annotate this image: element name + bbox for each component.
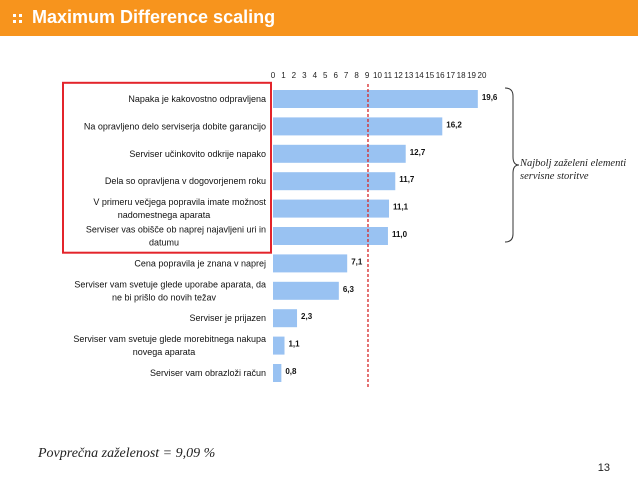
x-tick-label: 0	[271, 71, 276, 80]
x-tick-label: 18	[457, 71, 466, 80]
value-label: 11,7	[399, 175, 415, 184]
category-label: Serviser vam svetuje glede morebitnega n…	[73, 334, 266, 344]
value-label: 2,3	[301, 312, 313, 321]
x-tick-label: 11	[384, 71, 393, 80]
x-tick-label: 7	[344, 71, 349, 80]
highlight-box	[62, 81, 272, 254]
value-label: 7,1	[351, 257, 363, 266]
grip-icon	[13, 14, 23, 24]
category-label: Cena popravila je znana v naprej	[134, 258, 266, 268]
bar	[273, 144, 406, 163]
x-tick-label: 4	[313, 71, 318, 80]
bar	[273, 281, 339, 300]
category-label: Napaka je kakovostno odpravljena	[128, 94, 266, 104]
bar	[273, 90, 478, 108]
header-bar: Maximum Difference scaling	[0, 0, 638, 36]
annotation-text: Najbolj zaželeni elementi	[519, 158, 626, 169]
category-label: Serviser vas obišče ob naprej najavljeni…	[86, 225, 266, 235]
x-tick-label: 1	[281, 71, 286, 80]
value-label: 1,1	[288, 340, 300, 349]
x-tick-label: 17	[446, 71, 455, 80]
value-label: 0,8	[285, 367, 297, 376]
x-tick-label: 9	[365, 71, 370, 80]
slide-title: Maximum Difference scaling	[32, 7, 276, 27]
x-tick-label: 12	[394, 71, 403, 80]
value-label: 11,1	[393, 203, 409, 212]
category-label: Serviser učinkovito odkrije napako	[129, 149, 266, 159]
category-label: Serviser je prijazen	[189, 313, 266, 323]
value-label: 11,0	[392, 230, 408, 239]
category-label: Na opravljeno delo serviserja dobite gar…	[84, 121, 266, 131]
category-label: V primeru večjega popravila imate možnos…	[93, 197, 266, 207]
curly-brace	[504, 87, 520, 243]
x-tick-label: 8	[354, 71, 359, 80]
average-note: Povprečna zaželenost = 9,09 %	[38, 446, 216, 461]
value-label: 16,2	[446, 120, 462, 129]
category-label: ne bi prišlo do novih težav	[112, 292, 217, 302]
page-number: 13	[597, 462, 610, 474]
x-tick-label: 20	[478, 71, 487, 80]
category-label: Serviser vam svetuje glede uporabe apara…	[74, 279, 266, 289]
x-tick-label: 19	[467, 71, 476, 80]
category-label: Serviser vam obrazloži račun	[150, 368, 266, 378]
x-tick-label: 13	[404, 71, 413, 80]
x-tick-label: 14	[415, 71, 424, 80]
x-tick-label: 16	[436, 71, 445, 80]
value-label: 6,3	[343, 285, 355, 294]
x-tick-label: 6	[333, 71, 338, 80]
bar	[273, 309, 298, 328]
x-tick-label: 10	[373, 71, 382, 80]
value-label: 12,7	[410, 148, 426, 157]
x-tick-label: 3	[302, 71, 307, 80]
bar	[273, 227, 388, 245]
category-label: Dela so opravljena v dogovorjenem roku	[105, 176, 266, 186]
x-tick-label: 5	[323, 71, 328, 80]
category-label: novega aparata	[133, 347, 196, 357]
annotation-text: servisne storitve	[520, 171, 589, 182]
bar	[273, 199, 389, 218]
x-tick-label: 15	[425, 71, 434, 80]
bar	[273, 172, 396, 191]
x-tick-label: 2	[292, 71, 297, 80]
value-label: 19,6	[482, 93, 498, 102]
bar	[273, 254, 348, 273]
bar	[273, 117, 443, 136]
bar	[273, 364, 282, 382]
bar	[273, 336, 285, 355]
category-label: nadomestnega aparata	[118, 210, 211, 220]
category-label: datumu	[149, 238, 179, 248]
